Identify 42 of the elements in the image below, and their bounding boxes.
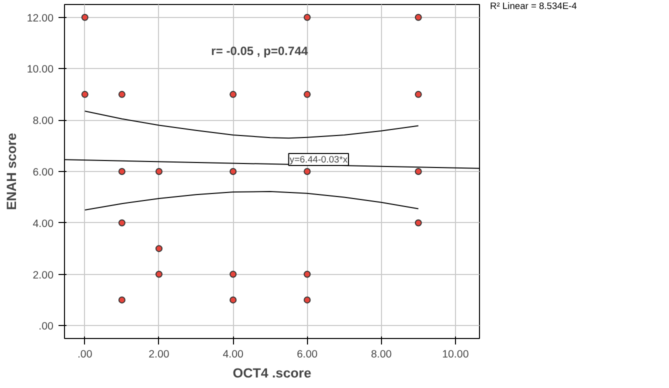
annotation: r= -0.05 , p=0.744 [211, 44, 308, 58]
y-tick-label: 12.00 [26, 12, 54, 24]
point [304, 14, 311, 21]
point [155, 168, 162, 175]
y-axis-title: ENAH score [4, 132, 19, 210]
annotation: y=6.44-0.03*x [290, 154, 348, 165]
y-tick-label: 10.00 [26, 64, 54, 76]
point [230, 168, 237, 175]
point [304, 168, 311, 175]
x-tick-label: 8.00 [370, 348, 392, 360]
point [118, 90, 126, 98]
point [118, 296, 126, 304]
line-series [84, 110, 419, 139]
point [414, 219, 422, 226]
point [155, 270, 162, 278]
x-axis-title: OCT4 .score [232, 366, 312, 380]
point [230, 296, 237, 304]
x-tick-label: 10.00 [442, 348, 469, 360]
point [414, 90, 422, 98]
y-tick-label: 6.00 [32, 166, 54, 178]
point [81, 14, 88, 21]
point [155, 245, 162, 252]
text: R² Linear = 8.534E-4 [490, 0, 577, 13]
point [230, 90, 237, 98]
point [230, 270, 237, 278]
y-tick-label: 2.00 [32, 269, 54, 282]
point [81, 90, 88, 98]
y-tick-label: 8.00 [32, 115, 54, 128]
point [414, 14, 422, 21]
x-tick-label: 2.00 [148, 348, 170, 360]
point [304, 270, 311, 278]
x-tick-label: 4.00 [222, 348, 244, 360]
line-series [84, 191, 419, 211]
point [118, 168, 126, 175]
x-tick-label: 6.00 [296, 348, 318, 360]
point [304, 296, 311, 304]
point [304, 90, 311, 98]
x-tick-label: .00 [77, 348, 92, 360]
point [118, 219, 126, 226]
point [414, 168, 422, 175]
y-tick-label: .00 [38, 320, 54, 333]
y-tick-label: 4.00 [32, 218, 54, 230]
